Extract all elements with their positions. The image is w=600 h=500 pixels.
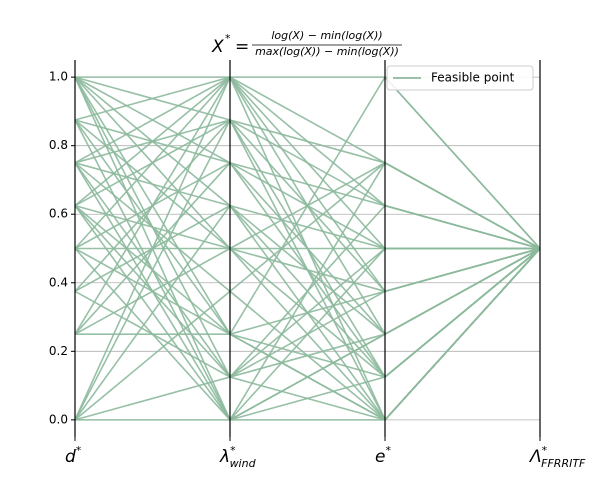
title-numerator: log(X) − min(log(X)) xyxy=(271,29,382,42)
title-denominator: max(log(X)) − min(log(X)) xyxy=(255,45,399,58)
data-line xyxy=(74,247,540,421)
axis-sup: * xyxy=(76,444,82,457)
axis-sup: * xyxy=(230,444,236,457)
data-line xyxy=(74,161,541,379)
axis-sub: FFRRITF xyxy=(541,457,586,470)
y-tick-label: 0.8 xyxy=(49,138,68,152)
axis-label: λ* wind xyxy=(219,444,257,470)
data-line xyxy=(75,247,541,421)
axis-sup: * xyxy=(542,444,548,457)
axis-sup: * xyxy=(385,444,391,457)
data-line xyxy=(74,75,541,421)
y-tick-label: 1.0 xyxy=(49,70,68,84)
data-line xyxy=(74,161,541,335)
y-tick-label: 0.6 xyxy=(49,207,68,221)
lines xyxy=(74,75,541,422)
axis-label: d* xyxy=(65,444,82,467)
legend: Feasible point xyxy=(386,65,534,91)
title-equals: = xyxy=(235,37,249,57)
title-sup: * xyxy=(225,32,231,45)
data-line xyxy=(74,247,541,421)
y-tick-label: 0.0 xyxy=(49,412,68,426)
axis-label: e* xyxy=(375,444,391,467)
axis-symbol: λ xyxy=(219,447,230,467)
axes: 0.00.20.40.60.81.0d* λ* wind e* Λ* FFRRITF xyxy=(49,60,586,470)
chart-title: X * = log(X) − min(log(X)) max(log(X)) −… xyxy=(211,29,402,58)
axis-sub: wind xyxy=(230,457,257,470)
axis-symbol: d xyxy=(65,447,76,467)
legend-box xyxy=(386,65,534,91)
data-line xyxy=(74,204,541,421)
data-line xyxy=(74,118,541,421)
axis-label: Λ* FFRRITF xyxy=(528,444,586,470)
y-tick-label: 0.2 xyxy=(49,344,68,358)
axis-symbol: e xyxy=(375,447,385,467)
title-lhs: X xyxy=(211,37,224,57)
legend-label: Feasible point xyxy=(431,71,515,85)
y-tick-label: 0.4 xyxy=(49,275,68,289)
axis-symbol: Λ xyxy=(528,447,542,467)
